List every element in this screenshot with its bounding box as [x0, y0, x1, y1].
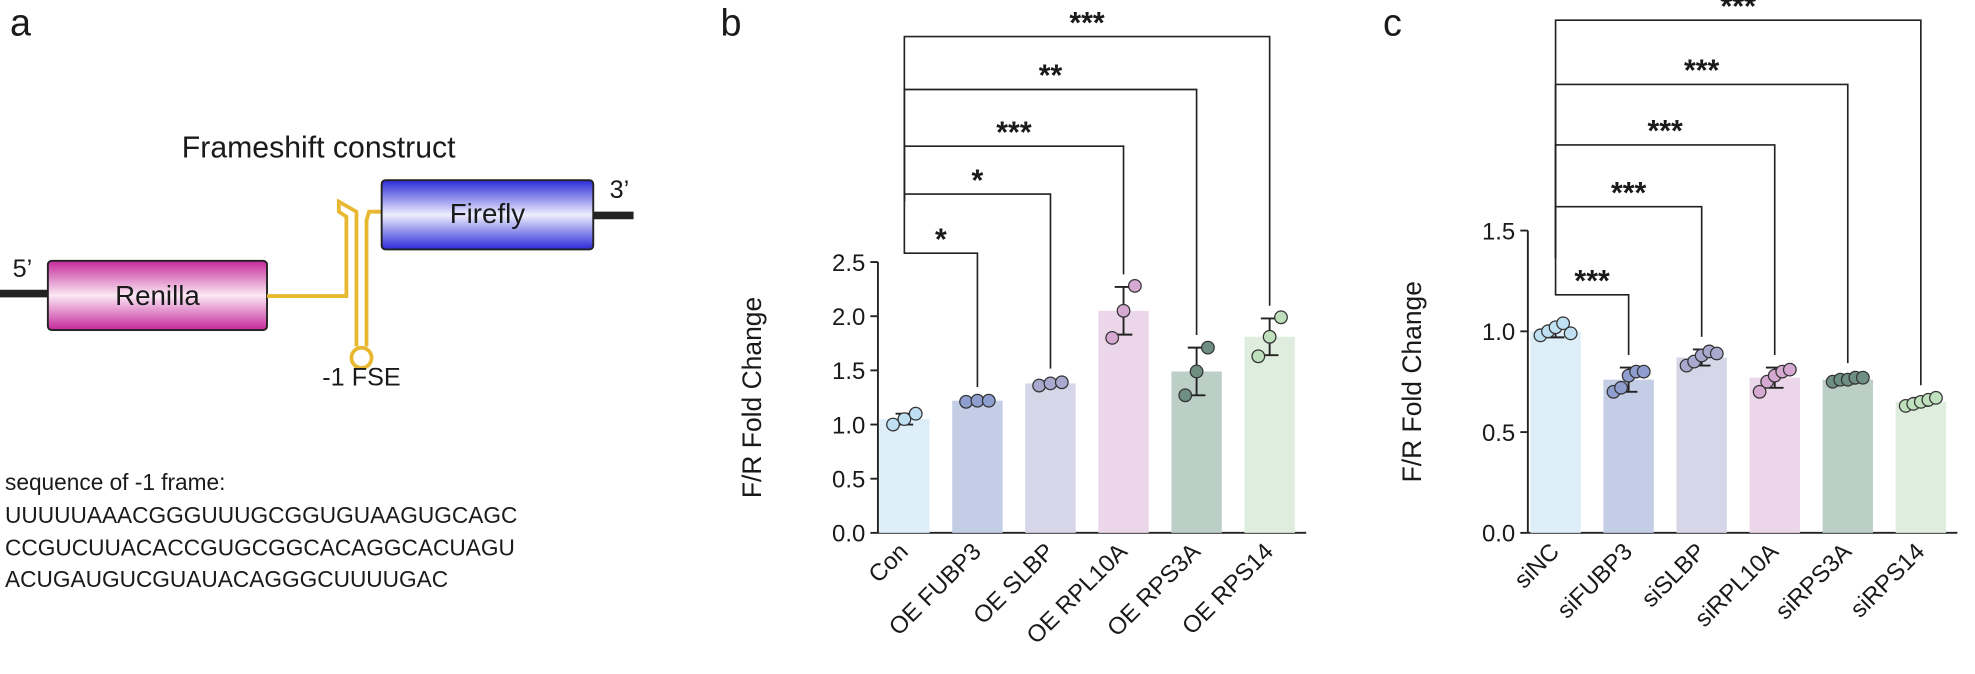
panel-label: b: [720, 2, 741, 44]
sequence-title: sequence of -1 frame:: [5, 469, 225, 495]
x-tick-label: siRPS3A: [1770, 538, 1857, 625]
y-tick-label: 0.0: [1482, 521, 1515, 548]
bar: [1895, 401, 1947, 533]
y-tick-label: 2.5: [832, 250, 865, 277]
data-point: [1709, 346, 1724, 361]
y-tick-label: 0.5: [832, 467, 865, 494]
bar: [1530, 331, 1581, 533]
significance-label: ***: [1648, 115, 1684, 148]
data-point: [1127, 278, 1142, 293]
y-axis-label: F/R Fold Change: [737, 297, 767, 498]
x-tick-label: siRPS14: [1845, 538, 1930, 623]
data-point: [1782, 362, 1797, 377]
panel-label: c: [1383, 2, 1402, 44]
data-point: [1189, 364, 1204, 379]
y-tick-label: 1.5: [832, 358, 865, 385]
significance-bracket: [903, 35, 1271, 306]
data-point: [1614, 380, 1628, 395]
data-point: [1563, 326, 1578, 341]
renilla-label: Renilla: [115, 280, 200, 311]
data-point: [1929, 390, 1943, 405]
data-point: [886, 417, 900, 432]
data-point: [1262, 329, 1277, 344]
bar: [1244, 336, 1295, 533]
significance-label: **: [1039, 60, 1063, 93]
data-point: [1752, 384, 1767, 399]
data-point: [1251, 349, 1266, 364]
data-point: [1855, 370, 1870, 385]
data-point: [897, 412, 912, 427]
data-point: [1116, 303, 1131, 318]
y-tick-label: 0.5: [1482, 420, 1515, 447]
data-point: [981, 393, 996, 408]
significance-label: ***: [1721, 0, 1757, 23]
sequence-line: ACUGAUGUCGUAUACAGGGCUUUUGAC: [5, 566, 448, 592]
data-point: [1274, 310, 1288, 325]
x-tick-label: Con: [864, 538, 914, 588]
sequence-line: UUUUUAAACGGGUUUGCGGUGUAAGUGCAGC: [5, 502, 517, 528]
data-point: [1032, 378, 1047, 393]
y-axis-label: F/R Fold Change: [1397, 281, 1427, 482]
five-prime: 5’: [13, 255, 33, 283]
panel-label: a: [10, 2, 31, 44]
diagram-title: Frameshift construct: [182, 132, 456, 165]
y-tick-label: 0.0: [832, 521, 865, 548]
data-point: [1043, 376, 1058, 391]
data-point: [1556, 316, 1571, 331]
data-point: [1178, 388, 1193, 403]
data-point: [959, 394, 974, 409]
significance-bracket: [1554, 19, 1922, 386]
significance-label: *: [935, 223, 947, 256]
fse-stem: [267, 198, 382, 347]
bar: [952, 400, 1003, 533]
sequence-line: CCGUCUUACACCGUGCGGCACAGGCACUAGU: [5, 535, 515, 561]
data-point: [908, 406, 923, 421]
data-point: [1054, 375, 1069, 390]
significance-label: ***: [1611, 177, 1647, 210]
bar: [879, 419, 930, 533]
y-tick-label: 1.0: [832, 412, 865, 439]
bar: [1603, 379, 1654, 533]
y-tick-label: 2.0: [832, 304, 865, 331]
significance-bracket: [903, 201, 979, 388]
significance-label: *: [972, 164, 984, 197]
data-point: [1200, 340, 1215, 355]
significance-label: ***: [1574, 265, 1610, 298]
bar: [1749, 377, 1800, 533]
fse-label: -1 FSE: [322, 363, 400, 391]
significance-bracket: [1554, 144, 1776, 356]
significance-label: ***: [996, 116, 1032, 149]
data-point: [1636, 364, 1651, 379]
three-prime: 3’: [610, 176, 630, 204]
bar: [1098, 310, 1149, 533]
bar: [1822, 379, 1873, 533]
significance-label: ***: [1069, 7, 1105, 40]
significance-bracket: [1554, 258, 1630, 356]
significance-label: ***: [1684, 55, 1720, 88]
bar: [1676, 357, 1727, 533]
x-tick-label: siNC: [1509, 538, 1565, 594]
x-tick-label: siFUBP3: [1552, 538, 1638, 624]
data-point: [1105, 330, 1120, 345]
y-tick-label: 1.0: [1482, 319, 1515, 346]
y-tick-label: 1.5: [1482, 218, 1515, 245]
fse-loop: [349, 345, 374, 370]
bar: [1025, 383, 1076, 533]
firefly-label: Firefly: [450, 198, 526, 229]
